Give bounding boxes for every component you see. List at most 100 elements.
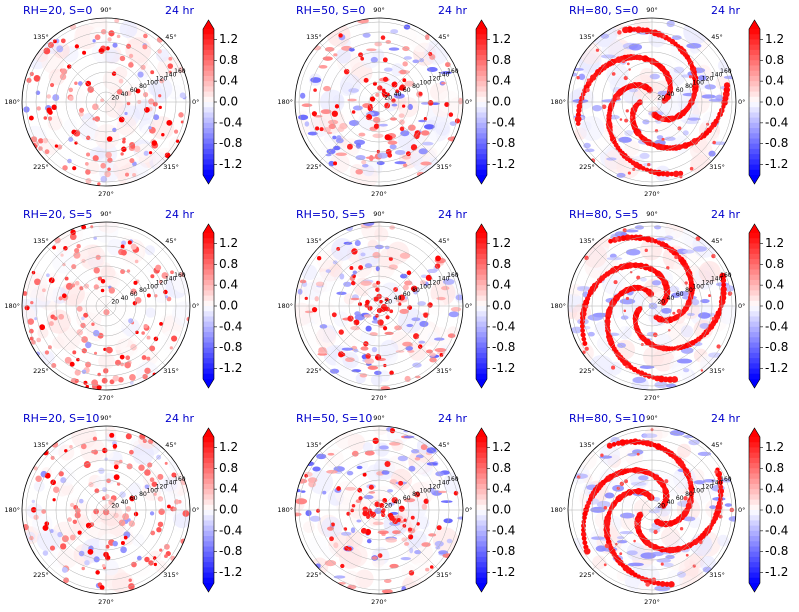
colorbar-segment <box>749 332 760 338</box>
colorbar-segment <box>476 154 487 160</box>
field-cell <box>388 256 393 261</box>
field-cell <box>85 291 107 314</box>
field-cell <box>446 538 453 544</box>
colorbar-segment <box>749 300 760 307</box>
radial-tick-label: 100 <box>692 79 704 86</box>
field-cell <box>62 262 66 267</box>
field-cell <box>326 131 333 135</box>
field-cell <box>698 312 711 319</box>
field-cell <box>133 145 141 153</box>
colorbar-segment <box>476 29 487 35</box>
colorbar-segment <box>203 65 214 72</box>
field-cell <box>582 511 588 517</box>
field-cell <box>402 104 406 108</box>
field-cell <box>604 492 615 499</box>
radial-tick-label: 20 <box>384 503 392 510</box>
field-cell <box>316 508 321 513</box>
colorbar-segment <box>203 321 214 328</box>
angular-gridline <box>378 101 439 162</box>
field-cell <box>706 122 710 126</box>
theta-tick-label: 45° <box>438 237 450 245</box>
field-cell <box>127 240 132 245</box>
colorbar-segment <box>749 279 760 286</box>
colorbar-tick-label: -1.2 <box>492 157 515 171</box>
field-cell <box>450 495 462 507</box>
field-cell <box>161 272 169 279</box>
field-cell <box>584 148 595 153</box>
field-cell <box>687 117 701 121</box>
colorbar-tick-label: 0.0 <box>765 299 784 313</box>
colorbar-tick-label: 0.0 <box>492 503 511 517</box>
radial-tick-label: 60 <box>676 495 684 502</box>
panel-title: RH=50, S=10 <box>296 412 372 425</box>
field-cell <box>108 30 115 37</box>
field-cell <box>620 512 635 519</box>
colorbar-segment <box>476 515 487 521</box>
field-cell <box>61 535 69 543</box>
radial-tick-label: 120 <box>156 76 168 83</box>
colorbar-segment <box>476 373 487 380</box>
colorbar-tick-label: -0.8 <box>219 544 242 558</box>
field-cell <box>619 298 636 305</box>
field-cell <box>645 582 650 587</box>
field-cell <box>332 94 344 106</box>
field-cell <box>423 498 429 504</box>
radial-tick-label: 20 <box>657 299 665 306</box>
angular-gridline <box>592 101 653 162</box>
angular-gridline <box>105 246 166 307</box>
angular-gridline <box>651 305 712 366</box>
field-cell <box>664 581 670 587</box>
field-cell <box>358 132 366 137</box>
colorbar-segment <box>749 342 760 349</box>
colorbar-segment <box>749 107 760 113</box>
field-cell <box>618 136 632 143</box>
field-cell <box>708 98 725 102</box>
field-cell <box>94 116 100 122</box>
field-cell <box>178 112 184 118</box>
field-cell <box>60 543 67 550</box>
field-cell <box>131 561 137 568</box>
theta-tick-label: 180° <box>4 98 20 106</box>
field-cell <box>630 116 633 119</box>
colorbar-segment <box>749 536 760 542</box>
field-cell <box>121 240 127 246</box>
field-cell <box>441 81 446 85</box>
field-cell <box>711 253 716 259</box>
field-cell <box>617 342 626 348</box>
field-cell <box>31 499 36 504</box>
field-cell <box>138 464 145 471</box>
field-cell <box>322 545 337 560</box>
field-cell <box>579 323 585 329</box>
angular-gridline <box>592 42 653 103</box>
field-cell <box>44 521 49 526</box>
colorbar-outline <box>202 427 215 593</box>
colorbar-segment <box>749 468 760 474</box>
colorbar-segment <box>203 112 214 119</box>
colorbar-segment <box>749 264 760 270</box>
colorbar-tick-label: 0.4 <box>765 74 784 88</box>
field-cell <box>335 152 348 157</box>
field-cell <box>133 511 139 517</box>
field-cell <box>327 526 334 531</box>
field-cell <box>570 326 583 334</box>
theta-tick-label: 90° <box>100 210 112 218</box>
radial-tick-label: 100 <box>692 283 704 290</box>
field-cell <box>334 104 340 109</box>
field-cell <box>312 466 321 472</box>
field-cell <box>350 527 356 534</box>
field-cell <box>723 86 731 93</box>
field-cell <box>580 315 586 321</box>
field-cell <box>149 511 155 516</box>
field-cell <box>455 294 463 301</box>
field-cell <box>619 439 626 446</box>
field-cell <box>683 368 690 373</box>
field-cell <box>349 266 354 270</box>
field-cell <box>379 445 389 450</box>
field-cell <box>109 379 115 385</box>
theta-tick-label: 135° <box>579 237 595 245</box>
field-cell <box>79 244 106 271</box>
angular-gridline <box>319 305 380 366</box>
radial-tick-label: 160 <box>447 476 459 483</box>
theta-tick-label: 225° <box>306 367 322 375</box>
